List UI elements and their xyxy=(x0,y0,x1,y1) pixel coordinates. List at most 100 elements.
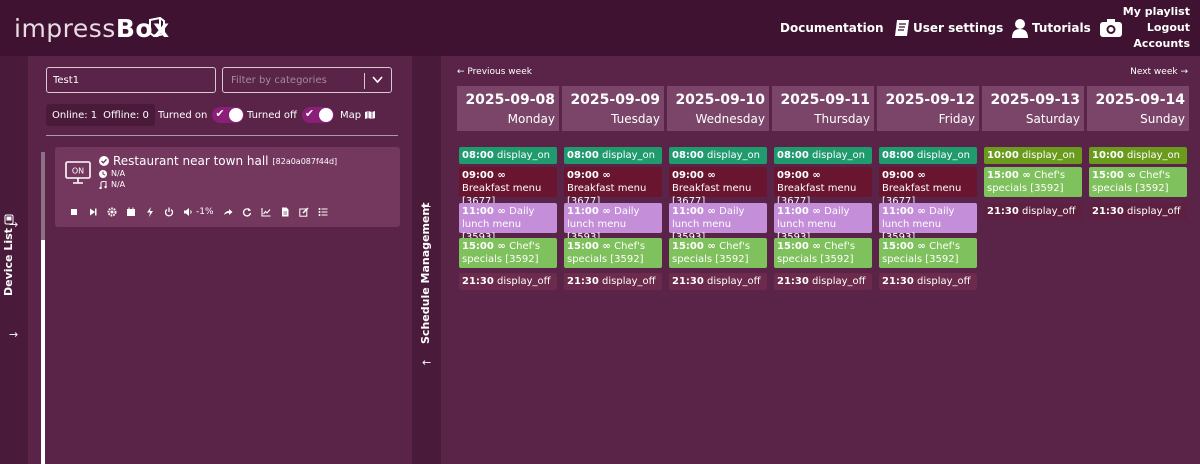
event-chefs-specials[interactable]: 15:00 ∞ Chef's specials [3592] xyxy=(1089,167,1187,197)
event-label: display_on xyxy=(1022,150,1075,161)
event-chefs-specials[interactable]: 15:00 ∞ Chef's specials [3592] xyxy=(879,238,977,268)
document-icon[interactable] xyxy=(280,207,290,217)
previous-week-link[interactable]: ← Previous week xyxy=(457,67,532,77)
arrow-right-icon[interactable]: → xyxy=(9,218,19,231)
event-display-off[interactable]: 21:30 display_off xyxy=(984,203,1082,220)
loop-icon: ∞ xyxy=(913,241,930,252)
share-icon[interactable] xyxy=(223,207,233,217)
offline-count: Offline: 0 xyxy=(103,109,149,121)
event-display-off[interactable]: 21:30 display_off xyxy=(459,273,557,290)
play-next-icon[interactable] xyxy=(88,207,98,217)
music-icon xyxy=(99,180,107,189)
arrow-right-icon[interactable]: → xyxy=(9,328,19,341)
gear-icon[interactable] xyxy=(107,207,117,217)
event-display-on[interactable]: 10:00 display_on xyxy=(984,147,1082,164)
event-breakfast-menu[interactable]: 09:00 ∞ Breakfast menu [3677] xyxy=(459,167,557,207)
schedule-management-tab[interactable]: ← Schedule Management ← xyxy=(412,56,441,464)
event-display-off[interactable]: 21:30 display_off xyxy=(1089,203,1187,220)
event-time: 11:00 xyxy=(777,206,809,217)
device-list-tab-label: Device List xyxy=(2,214,15,296)
day-weekday: Sunday xyxy=(1140,112,1185,126)
turned-off-filter: Turned off ✔ xyxy=(247,104,334,126)
event-time: 21:30 xyxy=(1092,206,1124,217)
device-actions: -1% xyxy=(69,207,328,217)
scrollbar-thumb[interactable] xyxy=(41,152,45,240)
event-time: 11:00 xyxy=(882,206,914,217)
event-daily-lunch-menu[interactable]: 11:00 ∞ Daily lunch menu [3593] xyxy=(564,203,662,243)
event-breakfast-menu[interactable]: 09:00 ∞ Breakfast menu [3677] xyxy=(564,167,662,207)
event-time: 21:30 xyxy=(462,276,494,287)
bolt-icon[interactable] xyxy=(145,207,155,217)
event-display-off[interactable]: 21:30 display_off xyxy=(669,273,767,290)
check-icon: ✔ xyxy=(215,107,225,120)
map-link[interactable]: Map xyxy=(340,104,376,126)
event-label: Chef's specials [3592] xyxy=(462,241,541,265)
scrollbar-track[interactable] xyxy=(41,152,45,464)
nav-tutorials[interactable]: Tutorials xyxy=(1032,0,1123,56)
day-header: 2025-09-11 Thursday xyxy=(772,86,874,131)
event-time: 21:30 xyxy=(777,276,809,287)
device-card[interactable]: ON Restaurant near town hall [82a0a087f4… xyxy=(55,147,400,227)
loop-icon: ∞ xyxy=(493,241,510,252)
arrow-left-icon[interactable]: ← xyxy=(422,200,432,213)
event-chefs-specials[interactable]: 15:00 ∞ Chef's specials [3592] xyxy=(774,238,872,268)
event-daily-lunch-menu[interactable]: 11:00 ∞ Daily lunch menu [3593] xyxy=(774,203,872,243)
logout-link[interactable]: Logout xyxy=(1146,21,1190,34)
event-time: 15:00 xyxy=(462,241,494,252)
turned-on-toggle[interactable]: ✔ xyxy=(212,107,245,123)
next-week-link[interactable]: Next week → xyxy=(1130,67,1188,77)
list-icon[interactable] xyxy=(318,207,328,217)
event-label: display_on xyxy=(812,150,865,161)
event-breakfast-menu[interactable]: 09:00 ∞ Breakfast menu [3677] xyxy=(879,167,977,207)
event-display-on[interactable]: 08:00 display_on xyxy=(564,147,662,164)
event-chefs-specials[interactable]: 15:00 ∞ Chef's specials [3592] xyxy=(564,238,662,268)
loop-icon: ∞ xyxy=(913,170,926,181)
event-time: 21:30 xyxy=(567,276,599,287)
event-display-on[interactable]: 08:00 display_on xyxy=(774,147,872,164)
event-label: Breakfast menu [3677] xyxy=(462,183,542,207)
chevron-down-icon xyxy=(372,76,383,84)
event-display-on[interactable]: 08:00 display_on xyxy=(669,147,767,164)
event-time: 10:00 xyxy=(987,150,1019,161)
event-label: display_on xyxy=(1127,150,1180,161)
event-chefs-specials[interactable]: 15:00 ∞ Chef's specials [3592] xyxy=(459,238,557,268)
loop-icon: ∞ xyxy=(598,206,615,217)
day-weekday: Tuesday xyxy=(611,112,660,126)
my-playlist-link[interactable]: My playlist xyxy=(1122,5,1190,18)
nav-documentation[interactable]: Documentation xyxy=(780,0,912,56)
device-search-input[interactable] xyxy=(46,67,216,93)
event-breakfast-menu[interactable]: 09:00 ∞ Breakfast menu [3677] xyxy=(774,167,872,207)
event-daily-lunch-menu[interactable]: 11:00 ∞ Daily lunch menu [3593] xyxy=(669,203,767,243)
event-display-off[interactable]: 21:30 display_off xyxy=(774,273,872,290)
event-breakfast-menu[interactable]: 09:00 ∞ Breakfast menu [3677] xyxy=(669,167,767,207)
edit-icon[interactable] xyxy=(298,207,309,217)
event-label: Chef's specials [3592] xyxy=(777,241,856,265)
line-chart-icon[interactable] xyxy=(260,207,271,217)
volume-control[interactable]: -1% xyxy=(183,207,214,217)
event-display-on[interactable]: 08:00 display_on xyxy=(459,147,557,164)
calendar-icon[interactable] xyxy=(126,207,136,217)
accounts-link[interactable]: Accounts xyxy=(1133,37,1190,50)
power-icon[interactable] xyxy=(164,207,174,217)
turned-off-toggle[interactable]: ✔ xyxy=(301,107,334,123)
event-time: 15:00 xyxy=(987,170,1019,181)
nav-user-settings[interactable]: User settings xyxy=(913,0,1029,56)
event-daily-lunch-menu[interactable]: 11:00 ∞ Daily lunch menu [3593] xyxy=(459,203,557,243)
refresh-icon[interactable] xyxy=(242,207,252,217)
stop-icon[interactable] xyxy=(69,207,79,217)
event-display-off[interactable]: 21:30 display_off xyxy=(879,273,977,290)
event-label: display_on xyxy=(602,150,655,161)
event-chefs-specials[interactable]: 15:00 ∞ Chef's specials [3592] xyxy=(984,167,1082,197)
arrow-left-icon[interactable]: ← xyxy=(422,356,432,369)
event-time: 09:00 xyxy=(567,170,599,181)
event-daily-lunch-menu[interactable]: 11:00 ∞ Daily lunch menu [3593] xyxy=(879,203,977,243)
event-display-off[interactable]: 21:30 display_off xyxy=(564,273,662,290)
event-display-on[interactable]: 10:00 display_on xyxy=(1089,147,1187,164)
event-label: Daily lunch menu [3593] xyxy=(672,206,745,243)
event-time: 08:00 xyxy=(672,150,704,161)
device-list-tab[interactable]: → Device List → xyxy=(0,56,28,464)
event-display-on[interactable]: 08:00 display_on xyxy=(879,147,977,164)
event-time: 21:30 xyxy=(672,276,704,287)
category-filter-select[interactable]: Filter by categories xyxy=(222,67,392,93)
event-chefs-specials[interactable]: 15:00 ∞ Chef's specials [3592] xyxy=(669,238,767,268)
